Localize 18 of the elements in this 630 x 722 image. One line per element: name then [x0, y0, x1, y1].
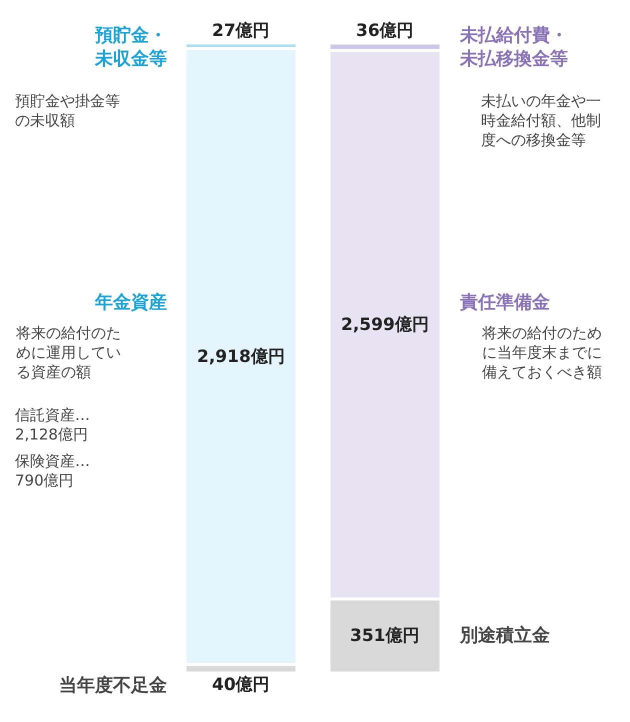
text: 信託資産…2,128億円	[15, 406, 90, 444]
text: 将来の給付のために当年度末までに備えておくべき額	[481, 324, 602, 381]
series-label: 別途積立金	[459, 625, 550, 646]
text: 預貯金や掛金等の未収額	[15, 92, 120, 130]
series-label: 年金資産	[94, 292, 167, 313]
series-label: 責任準備金	[459, 292, 550, 313]
data-label: 2,599億円	[341, 315, 429, 335]
data-label: 40億円	[212, 675, 270, 695]
data-label: 351億円	[350, 626, 420, 646]
text: 未払いの年金や一時金給付額、他制度への移換金等	[481, 92, 601, 149]
data-label: 2,918億円	[197, 347, 285, 367]
data-label: 36億円	[356, 21, 414, 41]
text: 保険資産…790億円	[15, 452, 90, 490]
series-label: 預貯金・未収金等	[94, 25, 167, 70]
series-label: 未払給付費・未払移換金等	[459, 25, 568, 70]
series-label: 当年度不足金	[59, 675, 167, 696]
data-label: 27億円	[212, 21, 270, 41]
text: 将来の給付のために運用している資産の額	[15, 324, 121, 381]
